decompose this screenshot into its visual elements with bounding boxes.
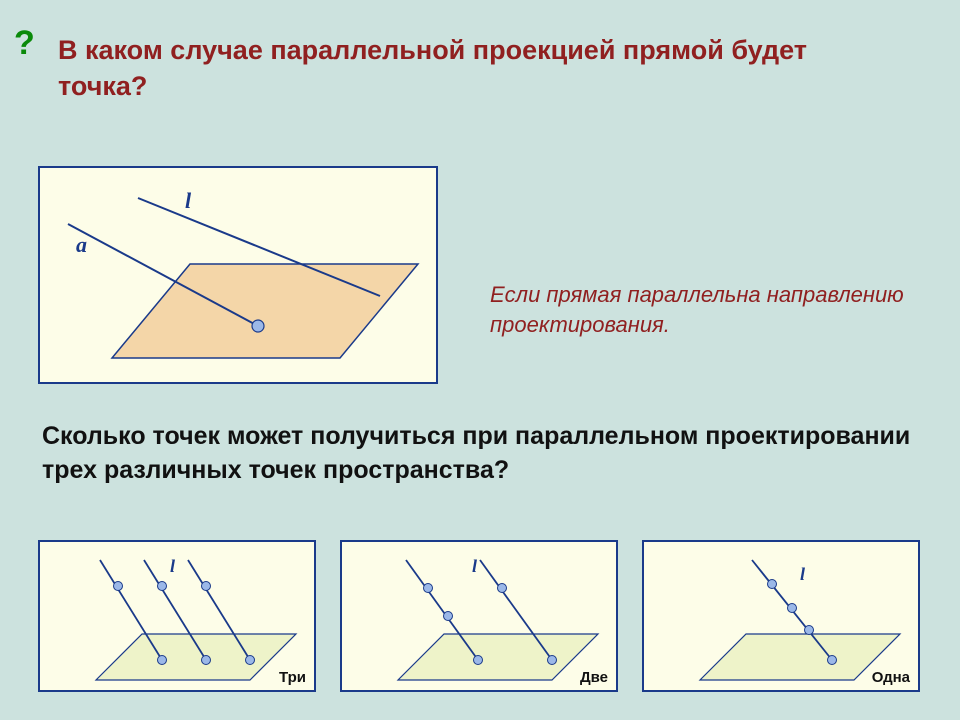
card-label: Три bbox=[279, 669, 306, 686]
plane-small bbox=[700, 634, 900, 680]
plane-dot bbox=[828, 656, 837, 665]
label-l-icon: l bbox=[170, 556, 175, 576]
card-one: l Одна bbox=[642, 540, 920, 692]
cards-row: l Три l Две l Одна bbox=[38, 540, 920, 692]
plane-small bbox=[398, 634, 598, 680]
answer-text: Если прямая параллельна направлению прое… bbox=[490, 280, 930, 339]
question-mark: ? bbox=[14, 24, 35, 63]
title-question: В каком случае параллельной проекцией пр… bbox=[58, 32, 878, 105]
card-label: Одна bbox=[872, 669, 910, 686]
label-l-icon: l bbox=[800, 564, 805, 584]
label-l: l bbox=[185, 188, 192, 213]
projection-dot bbox=[252, 320, 264, 332]
plane-top bbox=[112, 264, 418, 358]
card-three: l Три bbox=[38, 540, 316, 692]
question-2: Сколько точек может получиться при парал… bbox=[42, 420, 922, 488]
label-a: a bbox=[76, 232, 87, 257]
plane-small bbox=[96, 634, 296, 680]
label-l-icon: l bbox=[472, 556, 477, 576]
card-two: l Две bbox=[340, 540, 618, 692]
diagram-main: l a bbox=[38, 166, 438, 384]
space-dots bbox=[114, 582, 211, 591]
space-dots bbox=[768, 580, 814, 635]
card-label: Две bbox=[580, 669, 608, 686]
